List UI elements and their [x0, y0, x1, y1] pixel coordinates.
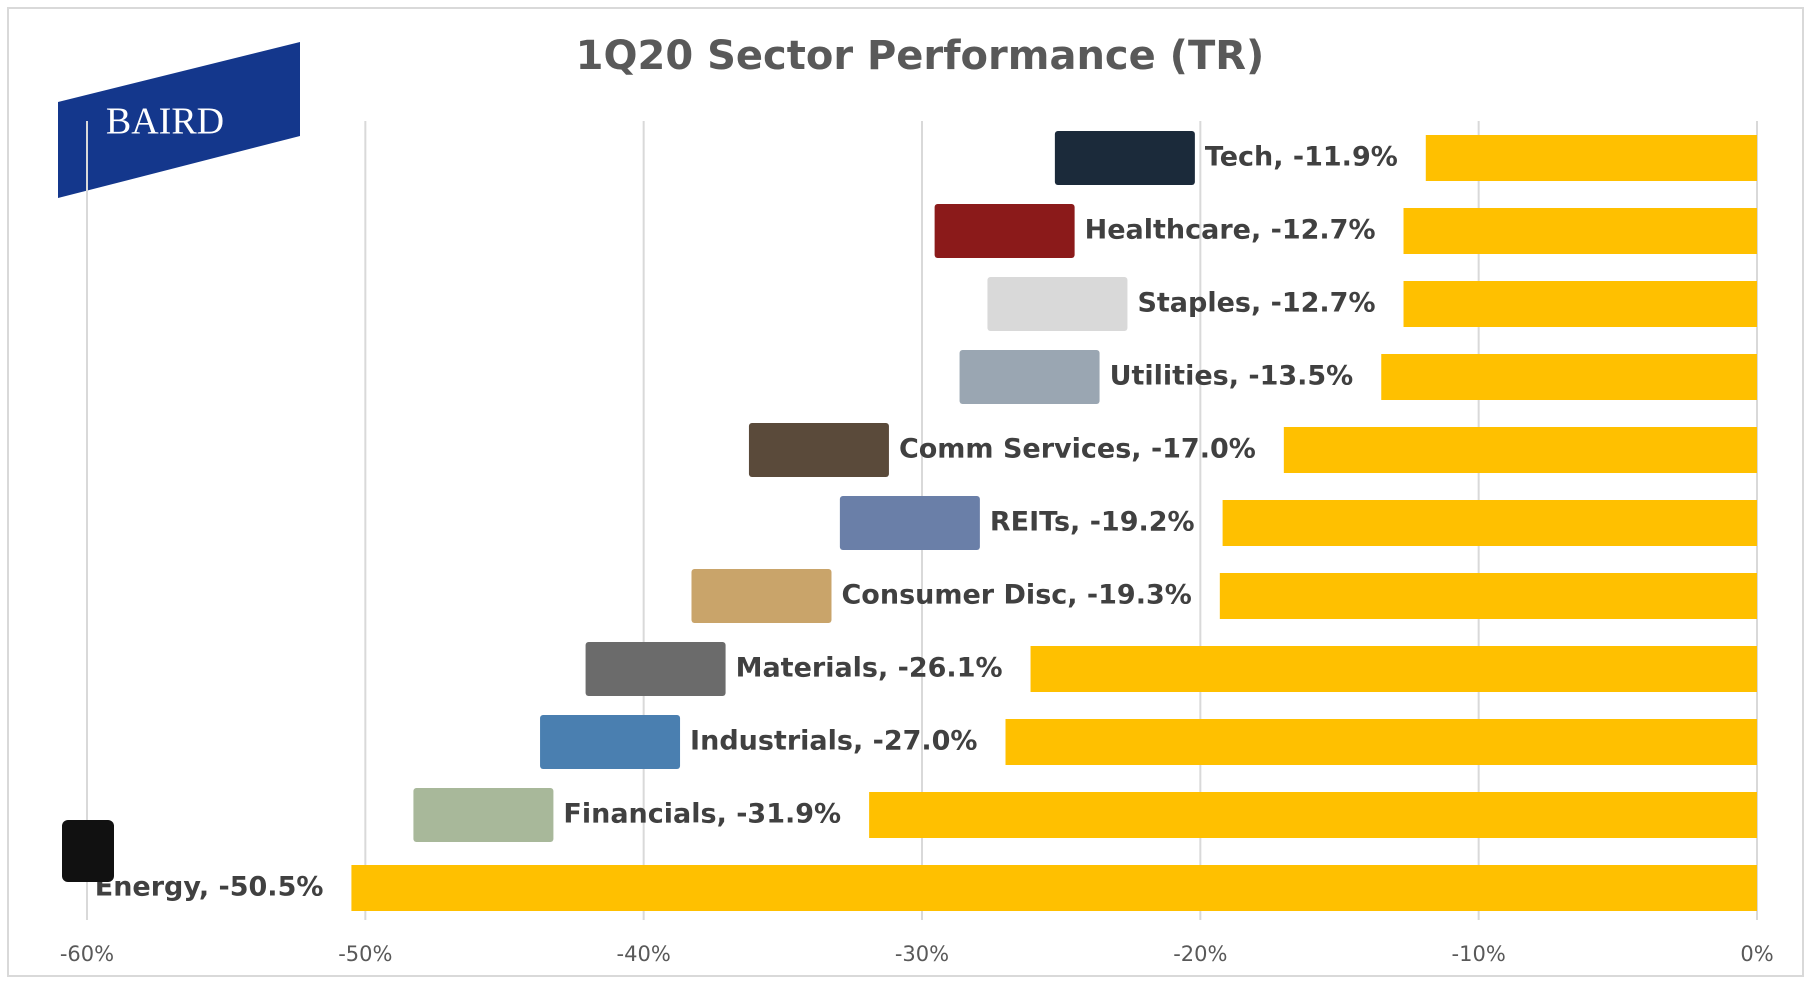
chart: 1Q20 Sector Performance (TR) BAIRD -60% -… [0, 0, 1811, 984]
x-tick-label: -10% [1452, 942, 1506, 966]
data-label: REITs, -19.2% [990, 507, 1195, 538]
data-label: Healthcare, -12.7% [1085, 215, 1376, 246]
bar [869, 792, 1757, 838]
sector-image [749, 423, 889, 477]
bar [351, 865, 1757, 911]
bar [1404, 208, 1757, 254]
bar [1381, 354, 1757, 400]
sector-image [691, 569, 831, 623]
x-tick-label: -50% [338, 942, 392, 966]
chart-title: 1Q20 Sector Performance (TR) [576, 33, 1265, 79]
bar [1006, 719, 1758, 765]
sector-image [62, 820, 114, 882]
sector-image [987, 277, 1127, 331]
sector-image [540, 715, 680, 769]
sector-image [1055, 131, 1195, 185]
bar [1220, 573, 1757, 619]
data-label: Industrials, -27.0% [690, 726, 977, 757]
bar [1284, 427, 1757, 473]
logo-text: BAIRD [106, 101, 224, 143]
bar [1223, 500, 1757, 546]
x-tick-label: 0% [1740, 942, 1773, 966]
sector-image [586, 642, 726, 696]
data-label: Tech, -11.9% [1205, 142, 1398, 173]
sector-image [960, 350, 1100, 404]
data-label: Consumer Disc, -19.3% [841, 580, 1191, 611]
data-label: Staples, -12.7% [1137, 288, 1375, 319]
bar [1031, 646, 1757, 692]
data-label: Energy, -50.5% [95, 872, 324, 903]
x-tick-label: -30% [895, 942, 949, 966]
x-tick-label: -20% [1173, 942, 1227, 966]
data-label: Utilities, -13.5% [1110, 361, 1354, 392]
bar [1404, 281, 1757, 327]
sector-image [840, 496, 980, 550]
bar [1426, 135, 1757, 181]
x-tick-label: -60% [60, 942, 114, 966]
data-label: Financials, -31.9% [563, 799, 841, 830]
sector-image [935, 204, 1075, 258]
data-label: Materials, -26.1% [736, 653, 1003, 684]
page: 1Q20 Sector Performance (TR) BAIRD -60% -… [0, 0, 1811, 984]
x-tick-label: -40% [617, 942, 671, 966]
sector-image [413, 788, 553, 842]
data-label: Comm Services, -17.0% [899, 434, 1256, 465]
